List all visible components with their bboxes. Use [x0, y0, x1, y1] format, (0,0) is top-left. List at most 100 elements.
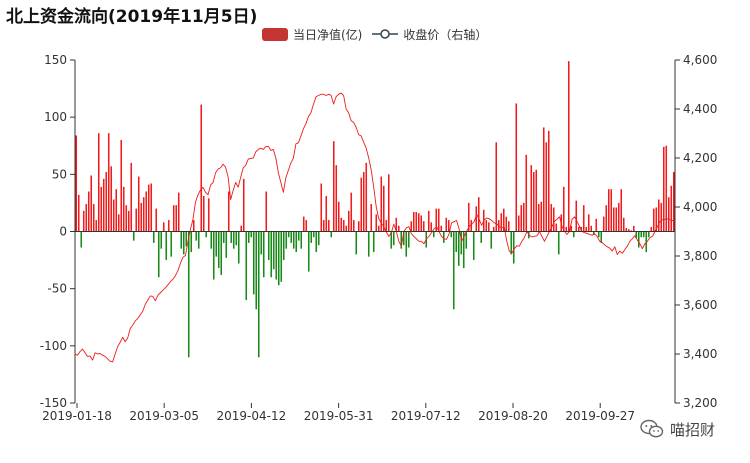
bar-174 — [510, 231, 513, 255]
bar-110 — [350, 192, 353, 232]
left-tick-label-4: -50 — [47, 282, 67, 296]
bar-229 — [647, 231, 650, 238]
bar-217 — [617, 202, 620, 232]
bar-189 — [547, 130, 550, 232]
bar-34 — [160, 231, 163, 249]
bar-94 — [310, 231, 313, 243]
bar-123 — [382, 185, 385, 232]
bar-102 — [330, 231, 333, 238]
bar-113 — [357, 221, 360, 232]
chart-title: 北上资金流向(2019年11月5日) — [6, 7, 258, 27]
bar-9 — [97, 133, 100, 232]
bar-39 — [172, 205, 175, 232]
bar-109 — [347, 210, 350, 232]
x-tick-label-0: 2019-01-18 — [42, 409, 112, 423]
bar-219 — [622, 217, 625, 232]
bar-92 — [305, 220, 308, 232]
bar-210 — [600, 231, 603, 243]
legend-item-bar[interactable]: 当日净值(亿) — [262, 26, 362, 43]
bar-111 — [352, 220, 355, 232]
bar-197 — [567, 61, 570, 232]
bar-120 — [375, 214, 378, 232]
bar-77 — [267, 231, 270, 261]
bar-54 — [210, 231, 213, 249]
bar-164 — [485, 220, 488, 232]
bar-95 — [312, 231, 315, 238]
bar-101 — [327, 220, 330, 232]
bar-160 — [475, 206, 478, 232]
bar-13 — [107, 133, 110, 232]
bar-167 — [492, 226, 495, 232]
bar-195 — [562, 186, 565, 232]
bar-62 — [230, 231, 233, 243]
bars-layer — [75, 61, 675, 358]
bar-73 — [257, 231, 260, 358]
bar-14 — [110, 166, 113, 232]
bar-121 — [377, 225, 380, 232]
bar-161 — [477, 197, 480, 232]
bar-76 — [265, 191, 268, 232]
bar-103 — [332, 141, 335, 232]
right-tick-label-2: 4,200 — [683, 151, 717, 165]
bar-12 — [105, 172, 108, 232]
legend-bar-swatch — [262, 27, 288, 41]
bar-114 — [360, 177, 363, 232]
bar-107 — [342, 220, 345, 232]
bar-237 — [667, 197, 670, 232]
bar-8 — [95, 220, 98, 232]
bar-38 — [170, 231, 173, 257]
wechat-icon — [640, 419, 664, 438]
bar-72 — [255, 231, 258, 310]
bar-37 — [167, 220, 170, 232]
left-tick-label-1: 100 — [44, 110, 67, 124]
bar-156 — [465, 231, 468, 249]
bar-21 — [127, 210, 130, 232]
bar-131 — [402, 231, 405, 246]
bar-191 — [552, 207, 555, 232]
right-tick-label-1: 4,400 — [683, 102, 717, 116]
bar-18 — [120, 140, 123, 232]
legend-item-line[interactable]: 收盘价（右轴） — [372, 26, 487, 43]
bar-224 — [635, 231, 638, 239]
bar-112 — [355, 231, 358, 255]
bar-220 — [625, 228, 628, 232]
bar-145 — [437, 208, 440, 232]
bar-71 — [252, 231, 255, 295]
bar-143 — [432, 231, 435, 238]
bar-96 — [315, 231, 318, 253]
bar-82 — [280, 231, 283, 282]
bar-235 — [662, 146, 665, 232]
bar-105 — [337, 201, 340, 232]
axes-layer: 150 100 50 0 -50 -100 -150 4,600 4,400 4,200 4,000… — [40, 53, 718, 423]
bar-32 — [155, 208, 158, 232]
bar-137 — [417, 213, 420, 232]
bar-40 — [175, 205, 178, 232]
bar-36 — [165, 231, 168, 261]
bar-19 — [122, 186, 125, 232]
close-price-line — [74, 92, 676, 363]
bar-119 — [372, 231, 375, 253]
bar-216 — [615, 207, 618, 232]
bar-0 — [75, 135, 78, 232]
bar-26 — [140, 202, 143, 232]
legend: 当日净值(亿) 收盘价（右轴） — [262, 26, 487, 42]
bar-2 — [80, 231, 83, 248]
line-layer — [74, 92, 676, 363]
left-tick-label-2: 50 — [52, 167, 67, 181]
bar-86 — [290, 231, 293, 243]
bar-196 — [565, 226, 568, 232]
bar-46 — [190, 231, 193, 253]
bar-106 — [340, 217, 343, 232]
bar-129 — [397, 225, 400, 232]
bar-182 — [530, 165, 533, 232]
bar-116 — [365, 162, 368, 232]
bar-234 — [660, 202, 663, 232]
bar-31 — [152, 231, 155, 243]
bar-56 — [215, 231, 218, 257]
bar-108 — [345, 225, 348, 232]
watermark-text: 喵招财 — [670, 420, 716, 439]
bar-24 — [135, 208, 138, 232]
bar-87 — [292, 231, 295, 249]
bar-93 — [307, 231, 310, 272]
bar-188 — [545, 142, 548, 232]
